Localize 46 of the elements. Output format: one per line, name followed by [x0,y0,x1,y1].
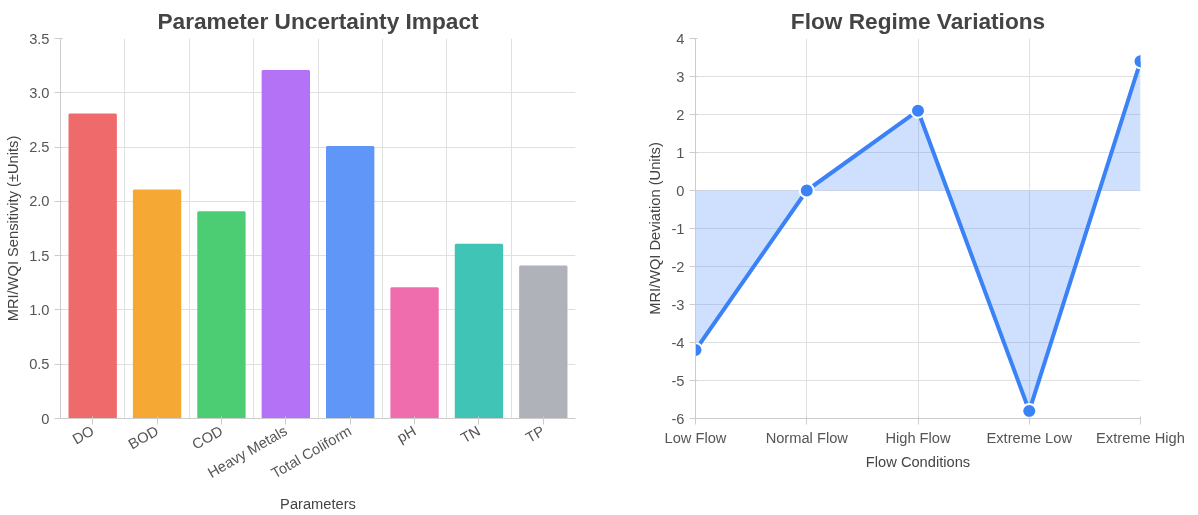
y-tick-label: -1 [671,220,685,237]
y-tick-label: -4 [671,334,685,351]
bar [454,243,504,419]
bar [519,265,568,419]
x-tick-label: Low Flow [664,429,727,446]
y-tick-label: 0 [41,410,50,427]
y-tick-label: 0 [676,182,685,199]
bar [261,70,310,419]
y-tick-label: 3.0 [29,84,50,101]
y-tick-label: 3.5 [29,30,50,47]
x-tick-label: Extreme Low [986,429,1073,446]
y-tick-label: 1.5 [29,247,50,264]
y-axis-title: MRI/WQI Deviation (Units) [647,142,664,315]
x-tick-label: High Flow [885,429,951,446]
y-tick-label: 1 [676,144,685,161]
y-tick-label: 3 [676,68,685,85]
y-tick-label: -6 [671,410,685,427]
y-tick-label: 4 [676,30,685,47]
chart-title: Flow Regime Variations [790,7,1046,34]
y-tick-label: -2 [671,258,685,275]
y-tick-label: -3 [671,296,685,313]
x-axis-title: Parameters [280,496,356,513]
y-axis-title: MRI/WQI Sensitivity (±Units) [5,135,22,322]
x-axis-title: Flow Conditions [865,453,971,470]
y-tick-label: 2 [676,106,685,123]
bar [390,287,439,419]
x-tick-label: TP [523,422,548,446]
x-tick-label: DO [69,422,97,448]
y-tick-label: 2.5 [29,139,50,156]
x-tick-label: BOD [125,422,162,453]
chart-title: Parameter Uncertainty Impact [157,7,479,34]
x-tick-label: pH [394,422,419,446]
bar [326,146,375,419]
y-tick-label: -5 [671,372,685,389]
x-tick-label: COD [189,422,226,453]
y-tick-label: 0.5 [29,356,50,373]
bar [132,189,182,419]
point [910,102,926,119]
x-tick-label: Extreme High [1096,429,1185,446]
bar [197,211,246,419]
y-tick-label: 1.0 [29,301,50,318]
x-tick-label: TN [458,422,483,447]
bar [68,113,117,419]
y-tick-label: 2.0 [29,193,50,210]
x-tick-label: Normal Flow [765,429,849,446]
point [1021,402,1038,419]
